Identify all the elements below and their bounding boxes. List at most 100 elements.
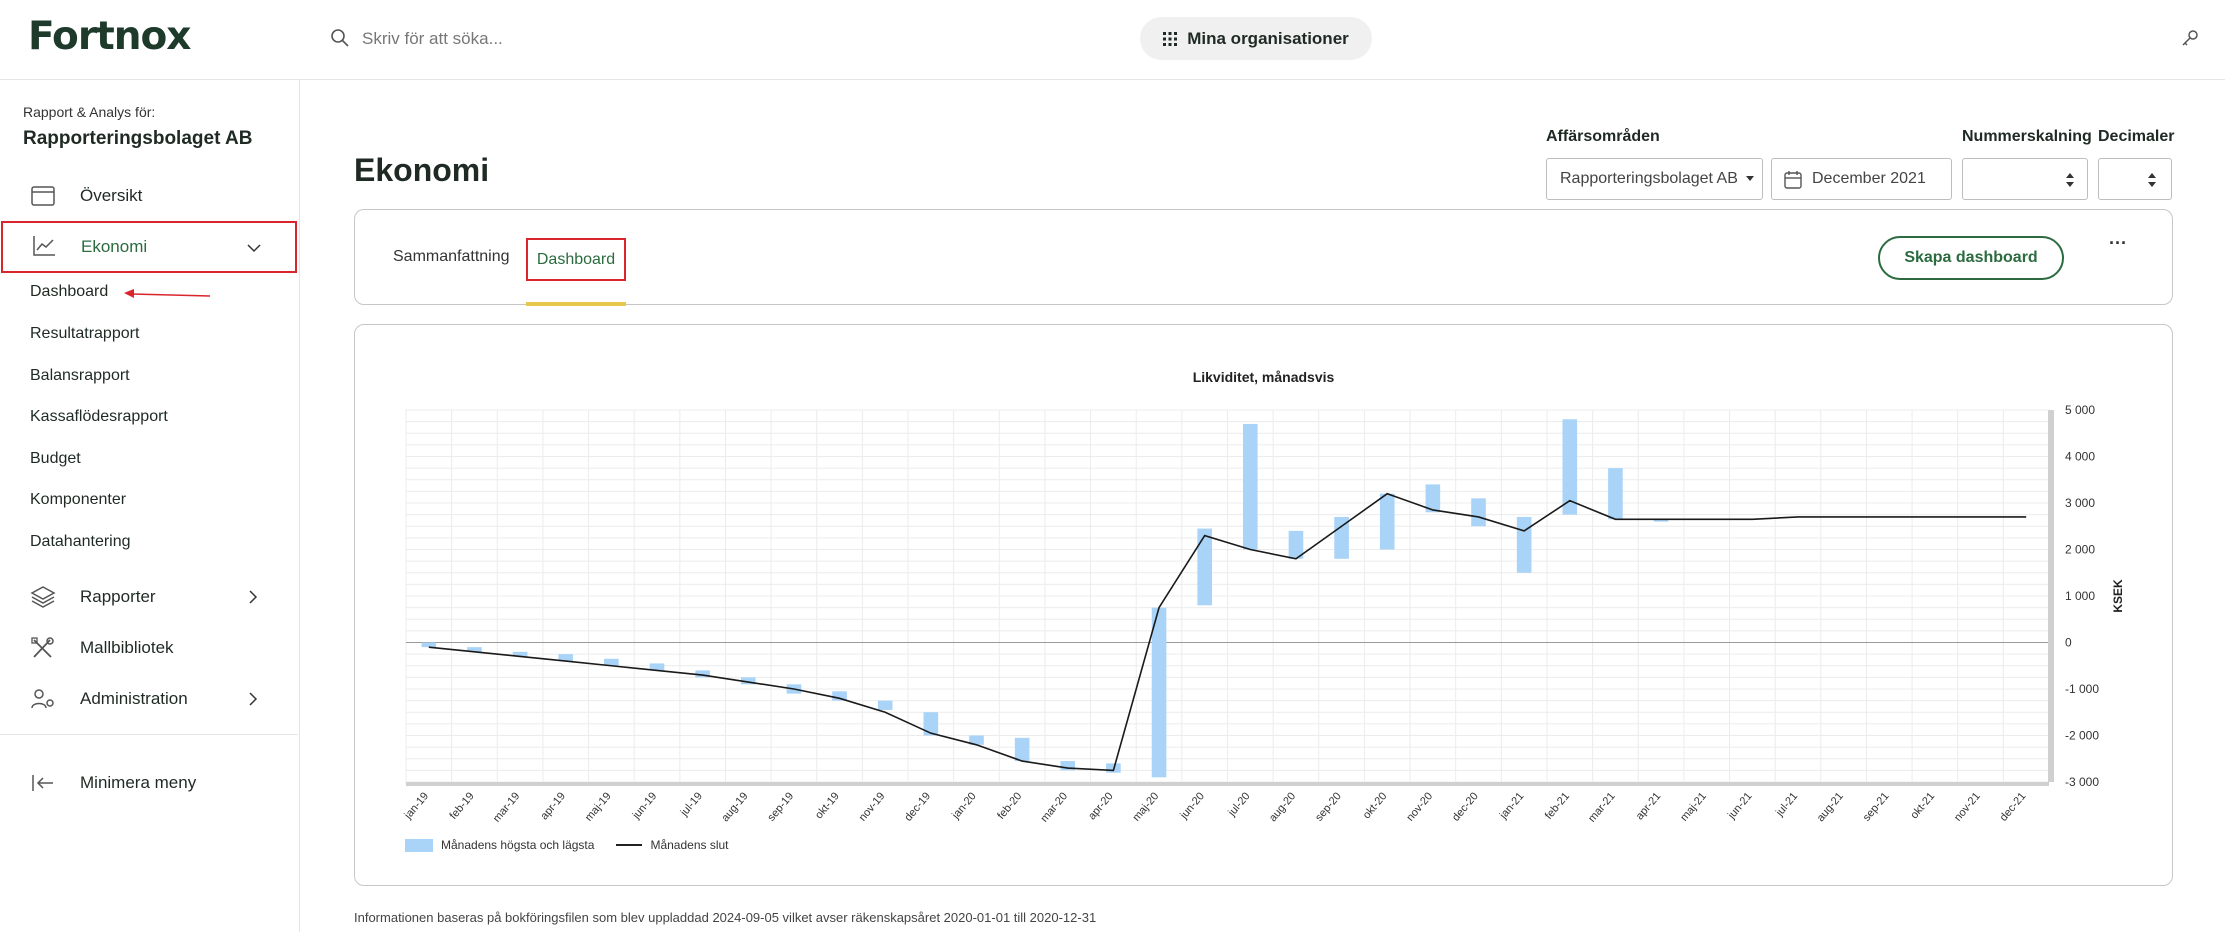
sidebar-item-oversikt[interactable]: Översikt [0,173,298,219]
sub-item-komponenter[interactable]: Komponenter [30,491,127,508]
x-tick-label: okt-20 [1361,790,1390,821]
page-title: Ekonomi [354,152,490,188]
active-tab-indicator [526,302,626,306]
create-dashboard-button[interactable]: Skapa dashboard [1878,236,2064,280]
tabs-card: Sammanfattning Dashboard Skapa dashboard… [354,209,2173,306]
range-bar [649,663,665,671]
y-tick-label: 4 000 [2065,450,2095,464]
x-tick-label: feb-21 [1543,790,1572,822]
range-bar [877,700,893,710]
x-tick-label: mar-20 [1038,790,1070,824]
x-tick-label: jan-21 [1497,790,1526,822]
more-options-button[interactable]: ··· [2109,233,2127,253]
search-input[interactable] [362,22,862,56]
affarsomraden-select[interactable]: Rapporteringsbolaget AB [1546,158,1763,200]
layers-icon [30,586,56,608]
users-gear-icon [31,689,54,709]
date-picker[interactable]: December 2021 [1771,158,1952,200]
y-tick-label: -1 000 [2065,682,2099,696]
range-bar [1653,519,1669,522]
y-axis-label: KSEK [2111,579,2125,613]
chevron-down-icon [247,244,261,253]
legend-range-swatch [405,838,433,852]
liquidity-chart: -3 000 -2 000 -1 000 0 1 000 2 000 3 000 4 000 5… [402,403,2125,825]
range-bar [1060,761,1076,771]
range-bar [1014,737,1030,762]
x-tick-label: apr-19 [538,790,568,822]
range-bar [1151,607,1167,778]
x-tick-label: okt-19 [813,790,842,821]
range-bar [467,647,482,652]
key-icon[interactable] [2180,28,2200,48]
sidebar-item-label: Översikt [80,186,143,205]
search-icon [331,29,349,47]
y-tick-label: 3 000 [2065,496,2095,510]
y-tick-label: 5 000 [2065,403,2095,417]
sidebar-divider [0,734,298,735]
y-tick-label: 0 [2065,636,2072,650]
sidebar-item-label: Ekonomi [81,237,148,256]
x-tick-label: nov-21 [1952,790,1983,823]
sub-item-dashboard[interactable]: Dashboard [30,283,109,300]
top-bar: Fortnox Mina organisationer [0,0,2225,80]
range-bar [558,654,574,662]
y-tick-label: 1 000 [2065,589,2095,603]
x-tick-label: maj-20 [1131,790,1162,823]
y-tick-label: -3 000 [2065,775,2099,789]
x-tick-label: mar-19 [491,790,523,824]
sort-arrows-icon [2066,173,2074,187]
decimaler-label: Decimaler [2098,128,2175,145]
annotation-arrow-icon [124,289,211,298]
sidebar: Rapport & Analys för: Rapporteringsbolag… [0,80,300,932]
caret-down-icon [1746,176,1754,181]
affarsomraden-value: Rapporteringsbolaget AB [1560,170,1738,187]
sidebar-item-label: Mallbibliotek [80,638,174,657]
sub-item-resultatrapport[interactable]: Resultatrapport [30,325,140,342]
sidebar-item-mallbibliotek[interactable]: Mallbibliotek [0,625,298,671]
x-tick-label: feb-19 [448,790,477,822]
sidebar-item-administration[interactable]: Administration [0,676,298,722]
sub-item-kassaflodesrapport[interactable]: Kassaflödesrapport [30,408,168,425]
calendar-window-icon [31,186,55,206]
sub-item-budget[interactable]: Budget [30,450,81,467]
x-tick-label: mar-21 [1586,790,1618,824]
x-tick-label: aug-19 [719,790,750,824]
x-tick-label: aug-20 [1267,790,1298,824]
sidebar-item-ekonomi[interactable]: Ekonomi [1,221,297,273]
x-tick-label: nov-20 [1404,790,1435,823]
x-tick-label: jul-19 [678,790,705,819]
x-tick-label: dec-21 [1998,790,2029,823]
range-bar [1608,468,1623,520]
sidebar-item-label: Administration [80,689,188,708]
sub-item-datahantering[interactable]: Datahantering [30,533,131,550]
organizations-button[interactable]: Mina organisationer [1140,17,1372,60]
decimaler-select[interactable] [2098,158,2172,200]
tab-dashboard[interactable]: Dashboard [526,238,626,281]
x-tick-label: feb-20 [995,790,1024,822]
sort-arrows-icon [2148,173,2156,187]
fortnox-logo[interactable]: Fortnox [28,14,191,59]
chevron-right-icon [249,590,258,604]
range-bar [512,651,528,657]
date-value: December 2021 [1812,170,1926,187]
x-tick-label: sep-21 [1861,790,1892,823]
range-bar [1243,423,1258,550]
x-tick-label: jun-19 [630,790,659,822]
sub-item-balansrapport[interactable]: Balansrapport [30,367,130,384]
x-tick-label: apr-21 [1634,790,1664,822]
range-bar [695,670,710,678]
tab-sammanfattning[interactable]: Sammanfattning [393,248,510,265]
minimize-menu-button[interactable]: Minimera meny [0,760,298,806]
range-bar [1288,530,1304,559]
x-tick-label: jan-20 [949,790,978,822]
month-end-line [428,492,2027,772]
y-tick-label: -2 000 [2065,729,2099,743]
x-tick-label: nov-19 [857,790,888,823]
range-bar [1516,516,1532,573]
sidebar-item-rapporter[interactable]: Rapporter [0,574,298,620]
range-bar [923,712,939,736]
legend-range-label: Månadens högsta och lägsta [441,838,595,852]
nummerskalning-select[interactable] [1962,158,2088,200]
tools-icon [31,637,54,658]
x-tick-label: dec-19 [902,790,933,823]
